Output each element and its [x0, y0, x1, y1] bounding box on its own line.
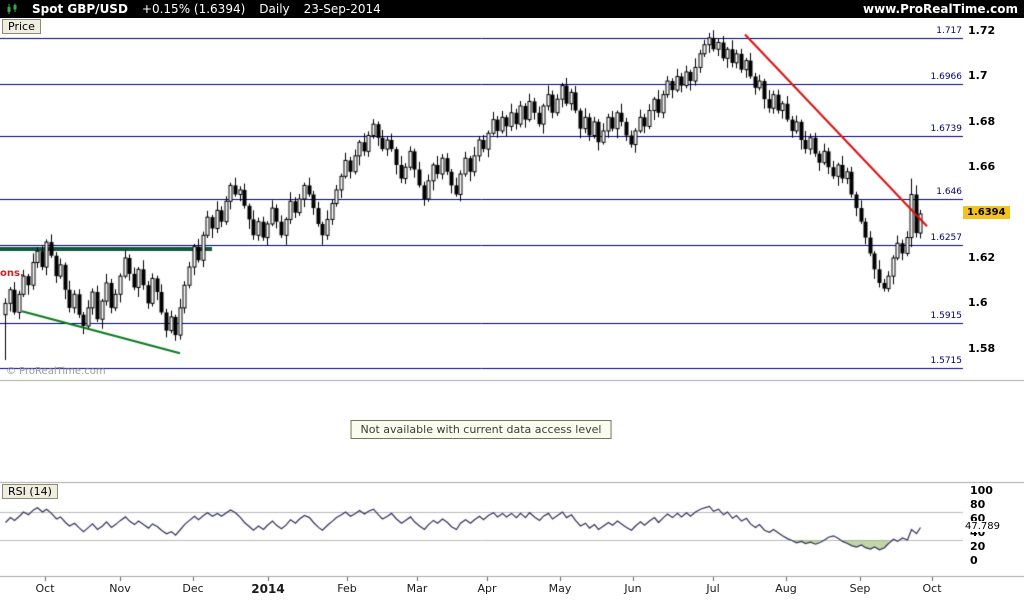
- symbol-title: Spot GBP/USD: [32, 2, 128, 16]
- data-access-message: Not available with current data access l…: [350, 420, 612, 439]
- timeframe-label: Daily: [259, 2, 290, 16]
- website-label: www.ProRealTime.com: [863, 2, 1018, 16]
- rsi-panel-tab[interactable]: RSI (14): [2, 484, 58, 499]
- candlestick-icon: [6, 2, 18, 16]
- price-panel-tab[interactable]: Price: [2, 19, 41, 34]
- clipped-drawing-label: ons.: [0, 268, 24, 279]
- prorealtime-watermark: © ProRealTime.com: [6, 366, 106, 377]
- price-change-label: +0.15% (1.6394): [141, 2, 246, 16]
- date-label: 23-Sep-2014: [303, 2, 381, 16]
- header-bar: Spot GBP/USD +0.15% (1.6394) Daily 23-Se…: [0, 0, 1024, 18]
